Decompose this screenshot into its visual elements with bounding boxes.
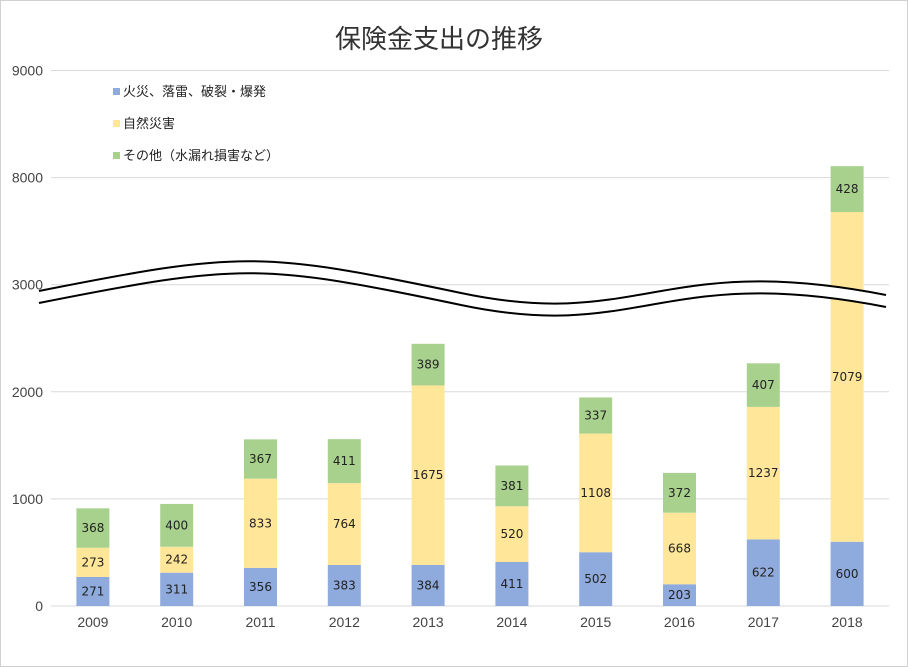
bar-segment	[579, 433, 613, 553]
x-tick-label: 2009	[77, 614, 108, 630]
bar-segment	[495, 465, 529, 507]
data-label: 668	[668, 541, 691, 555]
data-label: 502	[584, 572, 607, 586]
data-label: 520	[500, 527, 523, 541]
bar-segment	[830, 211, 864, 542]
axis-break-line-bottom	[38, 272, 887, 317]
data-label: 600	[836, 567, 859, 581]
data-label: 372	[668, 486, 691, 500]
x-tick-label: 2017	[748, 614, 779, 630]
legend-swatch	[113, 152, 120, 159]
x-tick-label: 2018	[832, 614, 863, 630]
bar-segment	[160, 546, 194, 573]
data-label: 407	[752, 378, 775, 392]
x-tick-label: 2012	[329, 614, 360, 630]
y-tick-label: 3000	[12, 277, 43, 293]
axis-break	[38, 260, 887, 317]
axis-break-line-top	[38, 260, 887, 305]
data-label: 242	[165, 553, 188, 567]
bar-segment	[327, 483, 361, 565]
data-label: 1237	[748, 466, 779, 480]
bar-segment	[76, 547, 110, 577]
legend-label: 火災、落雷、破裂・爆発	[123, 85, 266, 100]
data-label: 400	[165, 518, 188, 532]
bar-segment	[663, 472, 696, 513]
data-label: 411	[500, 577, 523, 591]
y-tick-label: 8000	[12, 170, 43, 186]
data-label: 271	[81, 584, 104, 598]
x-tick-label: 2015	[580, 614, 611, 630]
y-tick-label: 2000	[12, 384, 43, 400]
bar-segment	[411, 564, 445, 606]
bar-segment	[579, 552, 613, 606]
data-label: 7079	[832, 370, 863, 384]
legend-label: その他（水漏れ損害など）	[123, 148, 279, 164]
y-axis-ticks: 0 1000 2000 3000 8000 9000	[12, 63, 43, 615]
x-tick-label: 2011	[245, 614, 275, 630]
data-label: 367	[249, 452, 272, 466]
data-label: 384	[417, 578, 440, 592]
legend-swatch	[113, 88, 120, 95]
legend-swatch	[113, 120, 120, 127]
y-tick-label: 0	[35, 598, 43, 614]
bar-segment	[746, 363, 780, 407]
chart-title: 保険金支出の推移	[335, 25, 543, 55]
bar-segment	[746, 406, 780, 540]
bar-segment	[579, 397, 613, 434]
bar-segment	[830, 541, 864, 606]
bar-segment	[411, 385, 445, 565]
data-label: 356	[249, 580, 272, 594]
x-axis-ticks: 2009 2010 2011 2012 2013 2014 2015 2016 2017 2018	[77, 614, 863, 630]
bars: 271 273 368 311 242 400 356 833 367 383 764 411 384 1…	[76, 166, 864, 606]
data-label: 1108	[580, 486, 611, 500]
y-tick-label: 9000	[12, 63, 43, 79]
bar-segment	[160, 503, 194, 547]
bar-segment	[327, 564, 361, 606]
bar-segment	[411, 343, 445, 386]
x-tick-label: 2013	[413, 614, 444, 630]
bar-segment	[244, 567, 277, 606]
bar-segment	[663, 584, 696, 606]
data-label: 1675	[413, 468, 444, 482]
data-label: 337	[584, 409, 607, 423]
data-label: 389	[417, 358, 440, 372]
data-label: 428	[836, 182, 859, 196]
data-label: 411	[333, 454, 356, 468]
bar-segment	[244, 439, 277, 479]
data-label: 273	[81, 555, 104, 569]
bar-segment	[830, 166, 864, 212]
bar-segment	[663, 512, 696, 585]
data-label: 203	[668, 588, 691, 602]
bar-segment	[746, 539, 780, 606]
bar-segment	[327, 439, 361, 484]
bar-segment	[160, 572, 194, 606]
axis-break-band	[39, 261, 886, 316]
data-label: 381	[500, 479, 523, 493]
data-label: 622	[752, 566, 775, 580]
bar-segment	[495, 561, 529, 606]
data-label: 383	[333, 578, 356, 592]
y-tick-label: 1000	[12, 491, 43, 507]
x-tick-label: 2010	[161, 614, 192, 630]
data-label: 368	[81, 521, 104, 535]
data-label: 833	[249, 516, 272, 530]
bar-segment	[76, 576, 110, 606]
bar-segment	[76, 508, 110, 548]
x-tick-label: 2016	[664, 614, 695, 630]
data-label: 311	[165, 582, 188, 596]
x-tick-label: 2014	[496, 614, 527, 630]
data-label: 764	[333, 517, 356, 531]
legend-label: 自然災害	[123, 116, 175, 132]
bar-segment	[495, 506, 529, 562]
bar-segment	[244, 478, 277, 568]
